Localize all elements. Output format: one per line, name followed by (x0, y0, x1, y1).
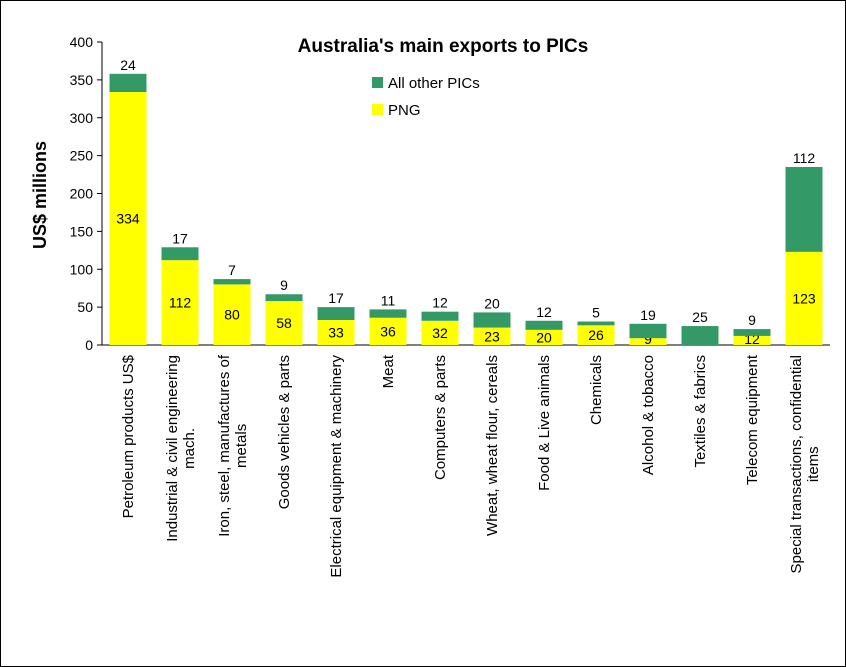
x-tick-label-line: items (805, 446, 822, 482)
bar-segment (265, 301, 303, 345)
bar-segment (317, 307, 355, 321)
x-tick-label: Alcohol & tobacco (640, 355, 657, 475)
bar-segment (369, 309, 407, 318)
value-label: 23 (484, 328, 500, 344)
x-tick-label: Goods vehicles & parts (276, 355, 293, 509)
value-label: 17 (172, 230, 188, 246)
y-tick-label: 200 (70, 186, 94, 202)
bar-segment (421, 320, 459, 345)
x-tick-label: Chemicals (588, 355, 605, 425)
y-tick-label: 0 (85, 337, 93, 353)
value-label: 12 (432, 295, 448, 311)
x-tick-label: Food & Live animals (536, 355, 553, 491)
value-label: 26 (588, 327, 604, 343)
x-tick-label-line: mach. (181, 428, 198, 469)
value-label: 33 (328, 325, 344, 341)
bar-segment (629, 338, 667, 345)
value-label: 20 (536, 329, 552, 345)
y-tick-label: 100 (70, 261, 94, 277)
bar-segment (577, 321, 615, 326)
value-label: 334 (116, 210, 140, 226)
bar-segment (213, 279, 251, 285)
y-tick-label: 50 (77, 299, 93, 315)
value-label: 24 (120, 57, 136, 73)
y-tick-label: 300 (70, 110, 94, 126)
value-label: 25 (692, 309, 708, 325)
bar-segment (733, 329, 771, 336)
x-tick-label: Meat (380, 354, 397, 388)
x-tick-label: Petroleum products US$ (120, 354, 137, 518)
bar-segment (369, 317, 407, 345)
value-label: 9 (748, 312, 756, 328)
value-label: 5 (592, 305, 600, 321)
value-label: 20 (484, 295, 500, 311)
bar-segment (213, 284, 251, 345)
bar-segment (317, 320, 355, 345)
bar-segment (161, 247, 199, 261)
value-label: 36 (380, 323, 396, 339)
x-tick-label: Industrial & civil engineeringmach. (164, 355, 198, 542)
bar-segment (109, 91, 147, 346)
value-label: 112 (169, 295, 192, 311)
value-label: 9 (280, 277, 288, 293)
x-tick-label-line: metals (233, 424, 250, 468)
bar-segment (525, 320, 563, 330)
bar-segment (629, 323, 667, 339)
legend-swatch (372, 104, 383, 115)
value-label: 9 (644, 331, 652, 347)
x-tick-label: Textiles & fabrics (692, 355, 709, 468)
bar-segment (525, 329, 563, 345)
bar-segment (473, 327, 511, 345)
value-label: 7 (228, 262, 236, 278)
x-tick-label-line: Industrial & civil engineering (164, 355, 181, 542)
value-label: 12 (536, 304, 552, 320)
chart-title: Australia's main exports to PICs (298, 36, 589, 57)
x-tick-label: Telecom equipment (744, 354, 761, 485)
value-label: 80 (224, 307, 240, 323)
bar-segment (733, 335, 771, 345)
bar-segment (785, 251, 823, 345)
y-tick-label: 350 (70, 72, 94, 88)
bar-segment (473, 312, 511, 328)
bar-segment (577, 325, 615, 345)
legend-label: PNG (388, 102, 421, 119)
value-label: 123 (792, 290, 816, 306)
x-tick-label: Electrical equipment & machinery (328, 355, 345, 578)
bar-segment (681, 326, 719, 345)
y-tick-label: 400 (70, 34, 94, 50)
legend-label: All other PICs (388, 75, 480, 92)
bar-segment (265, 294, 303, 302)
y-axis-label: US$ millions (30, 141, 50, 249)
x-tick-label: Computers & parts (432, 355, 449, 480)
value-label: 112 (793, 150, 816, 166)
y-tick-label: 250 (70, 148, 94, 164)
value-label: 19 (640, 307, 656, 323)
value-label: 58 (276, 315, 292, 331)
bar-segment (161, 260, 199, 345)
x-tick-label-line: Special transactions, confidential (788, 355, 805, 573)
x-tick-label: Special transactions, confidentialitems (788, 355, 822, 573)
x-tick-label-line: Iron, steel, manufactures of (216, 354, 233, 537)
bar-segment (421, 311, 459, 321)
bar-segment (785, 166, 823, 252)
legend-swatch (372, 77, 383, 88)
x-tick-label: Wheat, wheat flour, cereals (484, 355, 501, 536)
bar-segment (109, 73, 147, 92)
value-label: 32 (432, 325, 448, 341)
value-label: 11 (381, 292, 396, 308)
value-label: 17 (328, 290, 344, 306)
x-tick-label: Iron, steel, manufactures ofmetals (216, 354, 250, 537)
y-tick-label: 150 (70, 223, 94, 239)
